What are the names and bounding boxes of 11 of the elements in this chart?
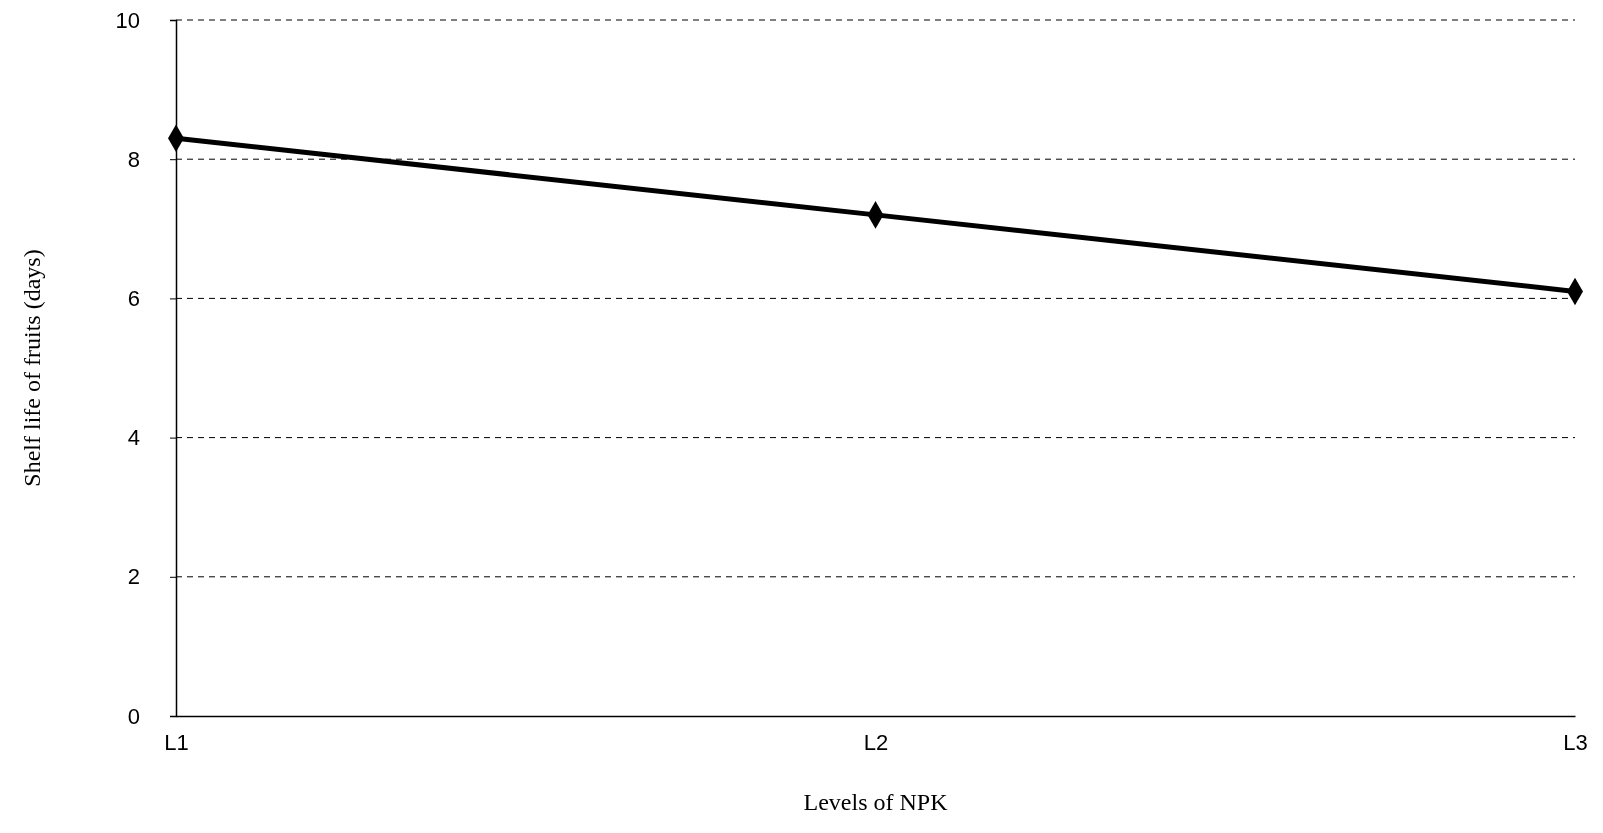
y-tick-label: 6	[127, 285, 140, 311]
y-tick-label: 8	[127, 146, 140, 172]
y-tick-label: 2	[127, 564, 140, 590]
y-tick-label: 0	[127, 703, 140, 729]
y-tick-label: 10	[115, 7, 140, 33]
x-tick-label: L3	[1563, 729, 1588, 755]
x-tick-label: L2	[863, 729, 889, 755]
y-tick-label: 4	[127, 425, 140, 451]
y-axis-title: Shelf life of fruits (days)	[19, 249, 45, 487]
x-tick-label: L1	[164, 729, 189, 755]
x-axis-title: Levels of NPK	[803, 789, 949, 815]
